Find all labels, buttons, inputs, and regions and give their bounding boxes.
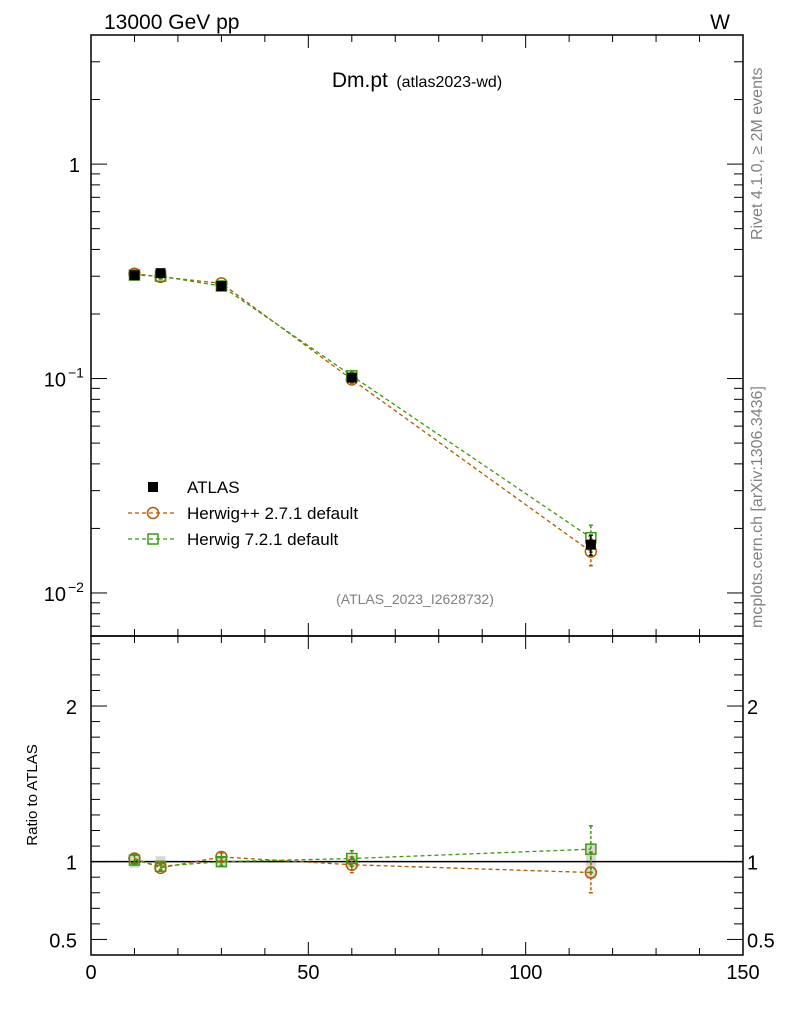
- legend-marker: [146, 506, 160, 520]
- main-axes: 110−110−2: [44, 34, 744, 637]
- ratio-y-tick-label-right: 1: [747, 853, 758, 875]
- legend-label: Herwig 7.2.1 default: [187, 530, 338, 549]
- y-tick-label: 10: [44, 584, 66, 606]
- atlas-point: [585, 539, 596, 550]
- herwigpp-ratio-point: [345, 858, 359, 871]
- x-tick-label: 100: [509, 962, 542, 984]
- ratio-y-axis-label: Ratio to ATLAS: [24, 744, 41, 845]
- ratio-y-tick-label: 0.5: [49, 930, 77, 952]
- herwig7-line: [134, 274, 592, 539]
- analysis-watermark: (ATLAS_2023_I2628732): [336, 591, 494, 607]
- rivet-version-label: Rivet 4.1.0, ≥ 2M events: [749, 68, 766, 240]
- legend-label: ATLAS: [187, 478, 240, 497]
- ratio-y-tick-label-right: 2: [747, 697, 758, 719]
- plot-title-sub: (atlas2023-wd): [396, 74, 502, 91]
- x-tick-label: 150: [726, 962, 759, 984]
- atlas-point: [129, 270, 140, 281]
- herwig7-ratio-point: [154, 860, 167, 873]
- atlas-point: [155, 268, 166, 279]
- y-tick-label-exponent: −2: [68, 579, 84, 595]
- process-label: W: [710, 11, 730, 34]
- ratio-frame: [90, 635, 744, 956]
- herwig7-ratio-point: [346, 852, 358, 865]
- plot-title-main: Dm.pt: [332, 69, 388, 92]
- legend-marker: [148, 482, 158, 492]
- plot-title: Dm.pt (atlas2023-wd): [332, 69, 502, 92]
- energy-label: 13000 GeV pp: [104, 11, 239, 34]
- herwigpp-ratio-line: [134, 856, 591, 874]
- herwig7-ratio-point: [215, 855, 228, 868]
- legend-marker: [147, 533, 159, 545]
- legend: ATLAS Herwig++ 2.7.1 default Herwig 7.2.1 …: [128, 478, 358, 549]
- atlas-point: [346, 372, 357, 383]
- herwig7-ratio-point: [128, 854, 141, 866]
- legend-label: Herwig++ 2.7.1 default: [187, 504, 358, 523]
- ratio-y-tick-label: 1: [66, 853, 77, 875]
- herwig7-ratio-line: [134, 848, 591, 867]
- herwig7-ratio-point: [585, 843, 597, 855]
- atlas-point: [216, 281, 227, 292]
- y-tick-label-exponent: −1: [68, 365, 84, 381]
- y-tick-label: 1: [69, 155, 80, 177]
- x-tick-label: 0: [85, 962, 96, 984]
- x-tick-label: 50: [297, 962, 319, 984]
- ratio-y-tick-label-right: 0.5: [747, 930, 775, 952]
- mcplots-label: mcplots.cern.ch [arXiv:1306.3436]: [749, 386, 766, 628]
- y-tick-label: 10: [44, 370, 66, 392]
- ratio-axes: 0 50 100 150 2 2 1 1 0.5 0.5: [49, 635, 775, 984]
- ratio-y-tick-label: 2: [66, 697, 77, 719]
